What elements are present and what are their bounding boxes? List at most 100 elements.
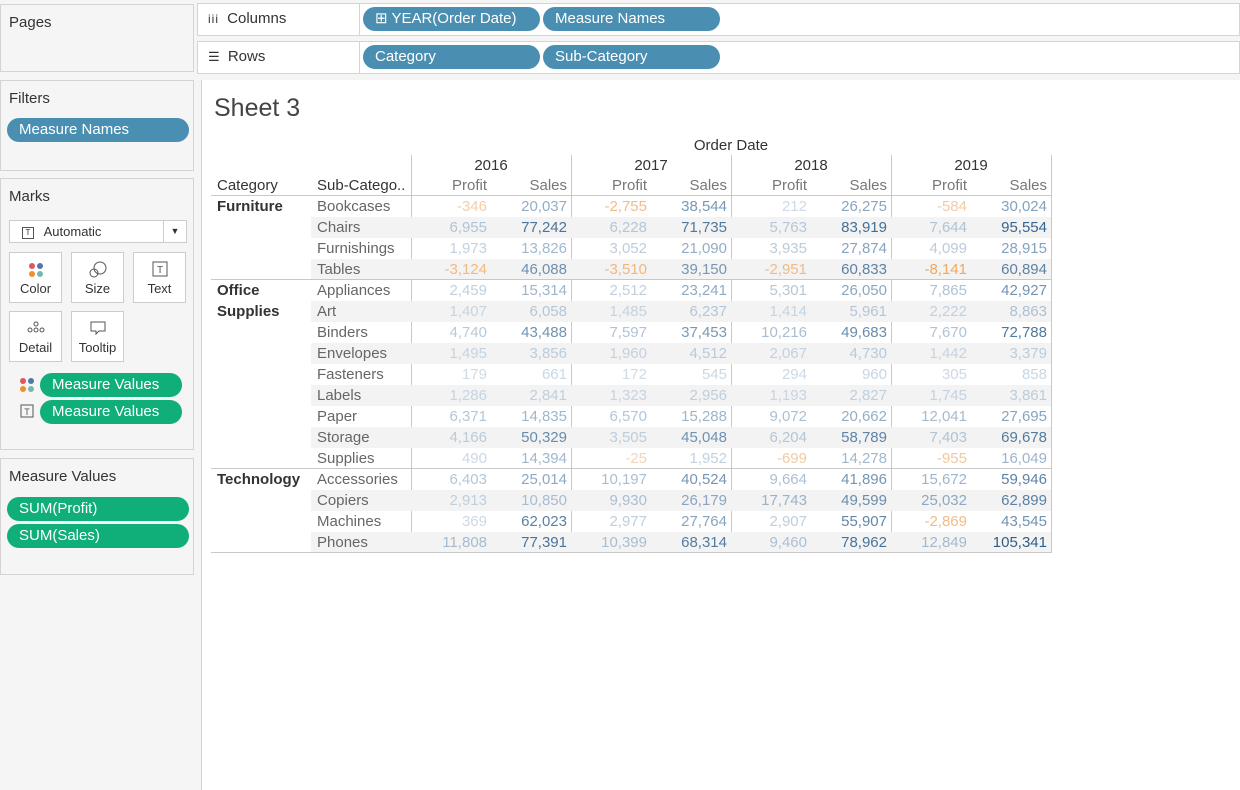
tooltip-label: Tooltip bbox=[78, 340, 117, 355]
row-band bbox=[311, 385, 1051, 406]
order-date-header: Order Date bbox=[693, 137, 769, 154]
sales-value: 661 bbox=[541, 366, 567, 383]
profit-value: 7,644 bbox=[929, 219, 967, 236]
category-pill[interactable]: Category bbox=[363, 45, 540, 69]
profit-value: 1,323 bbox=[609, 387, 647, 404]
text-label: Text bbox=[147, 281, 172, 296]
category-label: Furniture bbox=[217, 198, 283, 215]
row-band bbox=[311, 259, 1051, 280]
color-measure-values-pill[interactable]: Measure Values bbox=[40, 373, 182, 397]
sales-value: 2,956 bbox=[689, 387, 727, 404]
size-button[interactable]: Size bbox=[71, 252, 124, 303]
column-divider bbox=[1051, 155, 1052, 553]
sales-value: 39,150 bbox=[681, 261, 727, 278]
profit-value: 1,414 bbox=[769, 303, 807, 320]
profit-value: 12,849 bbox=[921, 534, 967, 551]
sales-value: 2,827 bbox=[849, 387, 887, 404]
detail-icon bbox=[10, 320, 61, 338]
sales-value: 3,379 bbox=[1009, 345, 1047, 362]
columns-shelf[interactable]: iii Columns ⊞ YEAR(Order Date) Measure N… bbox=[197, 3, 1240, 36]
tooltip-button[interactable]: Tooltip bbox=[71, 311, 124, 362]
profit-value: 11,808 bbox=[442, 534, 487, 551]
profit-value: 15,672 bbox=[921, 471, 967, 488]
sales-value: 4,730 bbox=[849, 345, 887, 362]
tooltip-icon bbox=[72, 320, 123, 338]
profit-value: 7,670 bbox=[929, 324, 967, 341]
sum-profit-pill[interactable]: SUM(Profit) bbox=[7, 497, 189, 521]
sum-sales-pill[interactable]: SUM(Sales) bbox=[7, 524, 189, 548]
pages-card[interactable]: Pages bbox=[0, 4, 194, 72]
measure-names-pill[interactable]: Measure Names bbox=[543, 7, 720, 31]
rows-shelf[interactable]: ☰ Rows Category Sub-Category bbox=[197, 41, 1240, 74]
measure-header-profit: Profit bbox=[771, 177, 807, 194]
text-measure-values-pill[interactable]: Measure Values bbox=[40, 400, 182, 424]
profit-value: 1,485 bbox=[609, 303, 647, 320]
sales-value: 41,896 bbox=[841, 471, 887, 488]
sales-value: 105,341 bbox=[992, 534, 1047, 551]
text-button[interactable]: T Text bbox=[133, 252, 186, 303]
profit-value: 2,067 bbox=[769, 345, 807, 362]
row-band bbox=[311, 532, 1051, 553]
row-band bbox=[311, 217, 1051, 238]
profit-value: -8,141 bbox=[924, 261, 967, 278]
sub-category-label: Tables bbox=[317, 261, 361, 278]
sales-value: 20,662 bbox=[841, 408, 887, 425]
sales-value: 77,391 bbox=[521, 534, 567, 551]
sales-value: 27,874 bbox=[841, 240, 887, 257]
sales-value: 545 bbox=[701, 366, 727, 383]
sub-category-label: Supplies bbox=[317, 450, 375, 467]
detail-button[interactable]: Detail bbox=[9, 311, 62, 362]
color-button[interactable]: Color bbox=[9, 252, 62, 303]
chevron-down-icon[interactable]: ▼ bbox=[163, 221, 186, 242]
profit-value: 6,570 bbox=[609, 408, 647, 425]
profit-value: 294 bbox=[781, 366, 807, 383]
profit-value: 9,930 bbox=[609, 492, 647, 509]
row-band bbox=[311, 490, 1051, 511]
sales-value: 49,599 bbox=[841, 492, 887, 509]
sub-category-label: Bookcases bbox=[317, 198, 391, 215]
profit-value: 2,913 bbox=[449, 492, 487, 509]
sales-value: 858 bbox=[1021, 366, 1047, 383]
profit-value: 9,072 bbox=[769, 408, 807, 425]
sales-value: 50,329 bbox=[521, 429, 567, 446]
profit-value: 212 bbox=[781, 198, 807, 215]
columns-icon: iii bbox=[208, 12, 219, 26]
marks-card: Marks T Automatic ▼ Color Size T Text De… bbox=[0, 178, 194, 450]
sales-value: 71,735 bbox=[681, 219, 727, 236]
sales-value: 26,275 bbox=[841, 198, 887, 215]
sales-value: 43,488 bbox=[521, 324, 567, 341]
sub-category-label: Furnishings bbox=[317, 240, 395, 257]
sales-value: 16,049 bbox=[1001, 450, 1047, 467]
sub-category-label: Accessories bbox=[317, 471, 398, 488]
sales-value: 3,856 bbox=[529, 345, 567, 362]
sub-category-pill[interactable]: Sub-Category bbox=[543, 45, 720, 69]
profit-value: 3,935 bbox=[769, 240, 807, 257]
sales-value: 21,090 bbox=[681, 240, 727, 257]
year-header: 2018 bbox=[794, 157, 828, 174]
columns-shelf-label: iii Columns bbox=[198, 4, 360, 35]
profit-value: 1,960 bbox=[609, 345, 647, 362]
filter-pill-measure-names[interactable]: Measure Names bbox=[7, 118, 189, 142]
filters-card[interactable]: Filters Measure Names bbox=[0, 80, 194, 171]
profit-value: 1,973 bbox=[449, 240, 487, 257]
mark-type-dropdown[interactable]: T Automatic ▼ bbox=[9, 220, 187, 243]
row-band bbox=[311, 343, 1051, 364]
profit-value: 6,371 bbox=[449, 408, 487, 425]
profit-value: 9,460 bbox=[769, 534, 807, 551]
measure-values-title: Measure Values bbox=[9, 468, 117, 485]
profit-value: -584 bbox=[936, 198, 967, 215]
category-divider bbox=[211, 468, 1051, 469]
sub-category-label: Phones bbox=[317, 534, 368, 551]
sales-value: 30,024 bbox=[1001, 198, 1047, 215]
sales-value: 62,023 bbox=[521, 513, 567, 530]
profit-value: 2,459 bbox=[449, 282, 487, 299]
sales-value: 59,946 bbox=[1001, 471, 1047, 488]
sales-value: 8,863 bbox=[1009, 303, 1047, 320]
profit-value: 2,222 bbox=[929, 303, 967, 320]
sales-value: 14,278 bbox=[841, 450, 887, 467]
year-order-date-pill[interactable]: ⊞ YEAR(Order Date) bbox=[363, 7, 540, 31]
profit-value: 12,041 bbox=[921, 408, 967, 425]
rows-icon: ☰ bbox=[208, 49, 220, 64]
profit-value: -346 bbox=[456, 198, 487, 215]
profit-value: 7,865 bbox=[929, 282, 967, 299]
